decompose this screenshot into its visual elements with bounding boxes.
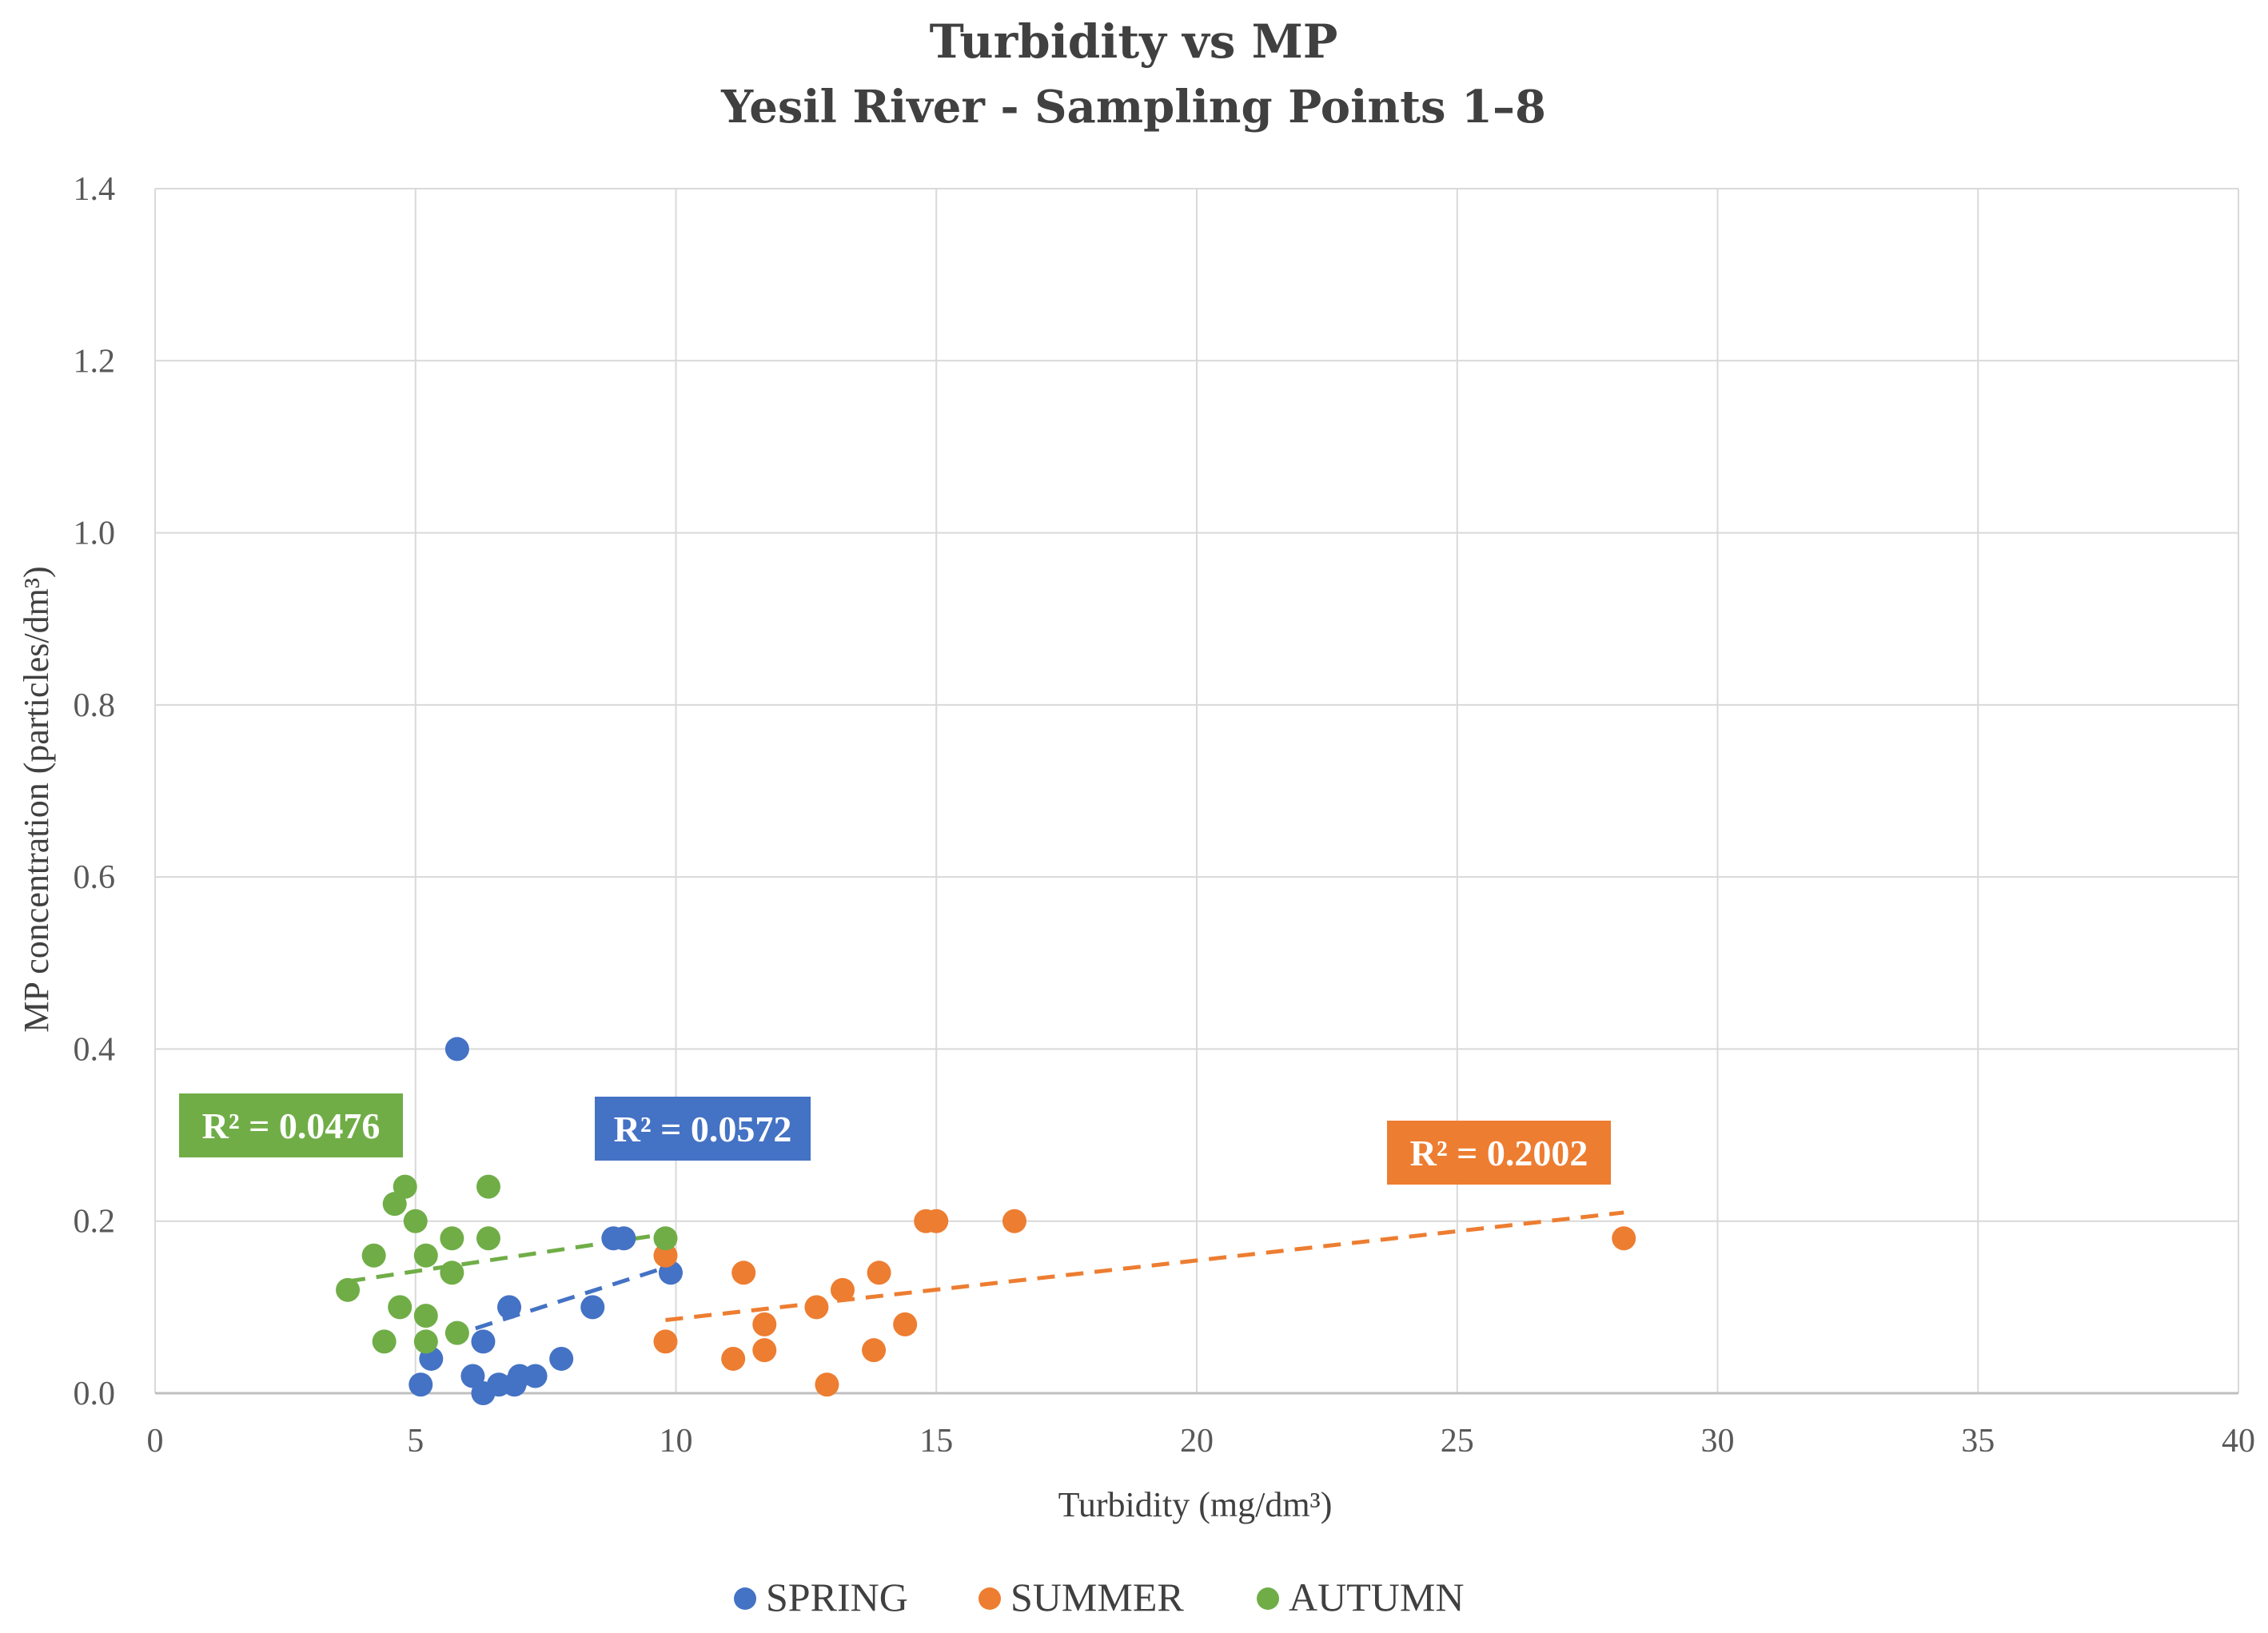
summer-point (893, 1312, 918, 1336)
summer-point (1612, 1226, 1636, 1251)
autumn-point (403, 1209, 428, 1233)
y-tick-label: 0.4 (74, 1031, 116, 1068)
x-tick-label: 15 (919, 1423, 953, 1460)
summer-point (653, 1243, 678, 1268)
spring-point (549, 1346, 574, 1371)
gridlines (154, 188, 2239, 1394)
spring-r2-box (595, 1097, 811, 1161)
spring-legend-label: SPRING (766, 1575, 908, 1619)
summer-point (815, 1372, 839, 1397)
autumn-point (388, 1295, 413, 1320)
autumn-legend-marker (1257, 1587, 1279, 1610)
autumn-point (476, 1174, 500, 1199)
r-squared-labels: R² = 0.0476 R² = 0.0572 R² = 0.2002 (179, 1093, 1611, 1185)
autumn-point (413, 1329, 438, 1354)
summer-point (731, 1261, 756, 1285)
y-axis-title: MP concentration (particles/dm³) (17, 566, 56, 1032)
x-tick-label: 20 (1180, 1423, 1214, 1460)
y-tick-label: 1.2 (74, 343, 116, 380)
autumn-r2-label: R² = 0.0476 (202, 1105, 381, 1146)
legend: SPRING SUMMER AUTUMN (734, 1575, 1464, 1619)
y-axis-tick-labels: 0.0 0.2 0.4 0.6 0.8 1.0 1.2 1.4 (74, 171, 116, 1412)
autumn-point (413, 1243, 438, 1268)
summer-r2-label: R² = 0.2002 (1410, 1133, 1588, 1173)
summer-point (830, 1277, 855, 1302)
x-tick-label: 10 (660, 1423, 693, 1460)
autumn-point (372, 1329, 397, 1354)
y-tick-label: 0.2 (74, 1204, 116, 1241)
summer-point (752, 1338, 777, 1363)
x-axis-title: Turbidity (mg/dm³) (1058, 1485, 1333, 1524)
spring-legend-marker (734, 1587, 756, 1610)
y-tick-label: 0.0 (74, 1376, 116, 1412)
summer-point (752, 1312, 777, 1336)
autumn-r2-box (179, 1093, 403, 1157)
autumn-point (440, 1226, 464, 1251)
x-tick-label: 25 (1441, 1423, 1474, 1460)
chart-title: Turbidity vs MP (930, 14, 1338, 69)
spring-point (612, 1226, 636, 1251)
autumn-point (393, 1174, 417, 1199)
summer-point (653, 1329, 678, 1354)
autumn-point (476, 1226, 500, 1251)
spring-r2-label: R² = 0.0572 (614, 1109, 792, 1149)
autumn-point (382, 1192, 407, 1217)
spring-point (409, 1372, 433, 1397)
x-tick-label: 0 (147, 1423, 164, 1460)
autumn-point (361, 1243, 386, 1268)
autumn-legend-label: AUTUMN (1289, 1575, 1464, 1619)
spring-point (460, 1364, 485, 1388)
spring-point (580, 1295, 605, 1320)
spring-point (471, 1329, 496, 1354)
summer-point (721, 1346, 746, 1371)
autumn-point (444, 1320, 469, 1345)
summer-r2-box (1387, 1121, 1611, 1185)
y-tick-label: 1.0 (74, 516, 116, 552)
autumn-point (336, 1277, 361, 1302)
summer-point (804, 1295, 829, 1320)
spring-point (523, 1364, 548, 1388)
summer-legend-marker (979, 1587, 1001, 1610)
x-axis-tick-labels: 0 5 10 15 20 25 30 35 40 (147, 1423, 2256, 1460)
y-tick-label: 0.8 (74, 687, 116, 724)
summer-legend-label: SUMMER (1010, 1575, 1184, 1619)
y-tick-label: 0.6 (74, 859, 116, 896)
y-tick-label: 1.4 (74, 171, 116, 208)
chart-subtitle: Yesil River - Sampling Points 1–8 (720, 81, 1546, 133)
summer-point (1002, 1209, 1026, 1233)
data-points (336, 1037, 1636, 1405)
autumn-point (440, 1261, 464, 1285)
x-tick-label: 35 (1961, 1423, 1995, 1460)
summer-point (862, 1338, 887, 1363)
x-tick-label: 5 (407, 1423, 424, 1460)
summer-point (867, 1261, 891, 1285)
autumn-point (653, 1226, 678, 1251)
spring-point (444, 1037, 469, 1061)
spring-point (497, 1295, 522, 1320)
autumn-point (413, 1304, 438, 1328)
x-tick-label: 40 (2222, 1423, 2255, 1460)
x-tick-label: 30 (1701, 1423, 1735, 1460)
summer-point (924, 1209, 949, 1233)
